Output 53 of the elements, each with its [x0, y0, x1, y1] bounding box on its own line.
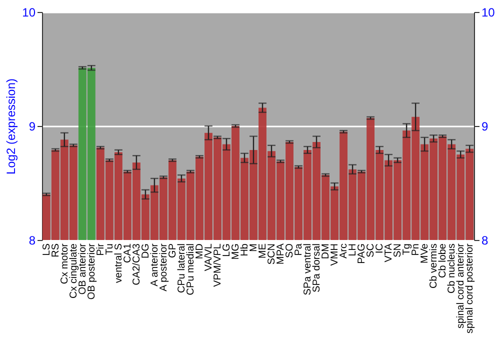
x-tick-label: MD	[194, 244, 206, 260]
x-tick-label: MPA	[276, 243, 287, 264]
y2-tick-label: 9	[482, 120, 488, 134]
x-tick-label: Tu	[104, 244, 116, 255]
x-tick-label: OB posterior	[86, 242, 98, 300]
x-tick-label: CA1	[122, 243, 134, 263]
x-tick-label: ME	[258, 243, 268, 258]
x-tick-label: PAG	[356, 243, 368, 264]
x-tick-label: LG	[221, 243, 232, 257]
x-tick-label: M	[248, 244, 260, 252]
x-tick-label: Hb	[239, 243, 250, 256]
x-tick-label: A anterior	[149, 242, 160, 286]
y-tick-label: 8	[28, 234, 36, 248]
x-tick-label: VMH	[330, 244, 341, 266]
x-tick-label: Pn	[410, 244, 422, 256]
x-tick-label: A posterior	[158, 242, 170, 292]
x-tick-label: SPa dorsal	[312, 244, 323, 292]
x-tick-label: CPu lateral	[176, 244, 188, 293]
x-tick-label: ventral S	[113, 243, 124, 283]
x-tick-label: SN	[392, 244, 404, 258]
y2-tick-label: 10	[482, 6, 496, 20]
x-tick-label: DM	[320, 244, 332, 260]
x-tick-label: LH	[348, 244, 359, 256]
x-tick-label: VA/VL	[203, 243, 214, 272]
x-tick-label: Cb lobe	[438, 243, 449, 278]
y-tick-label: 9	[28, 120, 36, 134]
x-tick-label: IC	[374, 244, 386, 254]
x-tick-label: LS	[41, 243, 52, 256]
x-tick-label: MVe	[420, 243, 431, 264]
x-tick-label: MG	[230, 243, 242, 260]
x-tick-label: SO	[284, 243, 296, 258]
y-axis-title: Log2 (expression)	[4, 78, 18, 175]
x-tick-label: CA2/CA3	[131, 243, 142, 286]
x-tick-label: VPM/VPL	[212, 243, 224, 287]
x-tick-label: SC	[366, 244, 377, 258]
x-tick-label: RS	[50, 243, 62, 258]
y-tick-label: 10	[22, 6, 36, 20]
y2-tick-label: 8	[482, 234, 488, 248]
x-tick-label: Cx cingulate	[68, 243, 80, 299]
x-tick-label: Tg	[402, 244, 413, 256]
x-tick-label: Cx motor	[59, 242, 70, 284]
x-tick-label: OB anterior	[77, 242, 88, 295]
x-tick-label: SCN	[266, 244, 278, 265]
x-tick-label: VTA	[384, 243, 395, 262]
x-tick-label: Cb nucleus	[446, 244, 458, 294]
x-tick-label: spinal cord posterior	[464, 242, 476, 334]
x-tick-label: spinal cord anterior	[456, 242, 467, 329]
x-tick-label: Pa	[294, 243, 305, 256]
x-tick-label: DG	[140, 243, 152, 258]
x-tick-label: Arc	[338, 244, 350, 258]
x-tick-label: CPu medial	[185, 244, 196, 296]
x-tick-label: GP	[167, 243, 178, 258]
x-tick-label: Pir	[95, 242, 106, 256]
